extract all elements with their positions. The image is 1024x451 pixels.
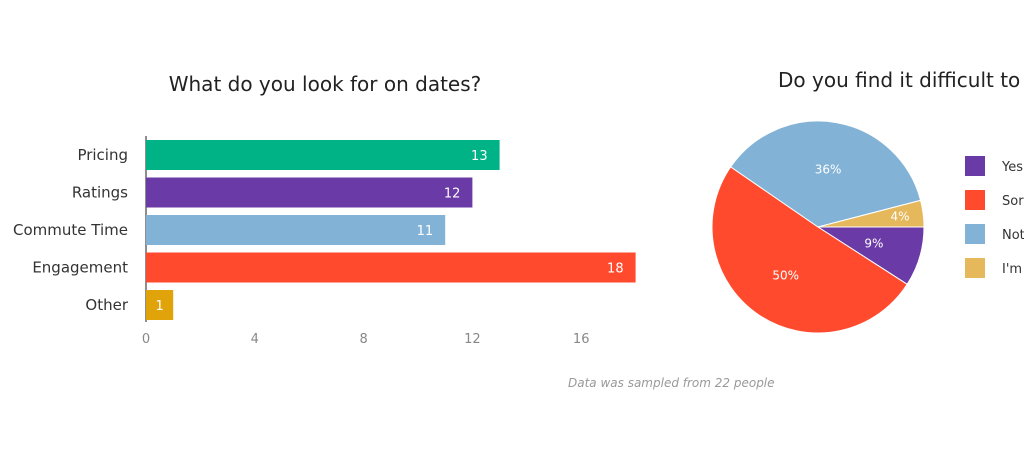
legend-label: Not — [1002, 228, 1024, 243]
bar-ratings — [146, 177, 473, 208]
category-label: Commute Time — [13, 221, 128, 239]
pie-slice-sor — [711, 166, 908, 334]
category-label: Other — [85, 296, 128, 314]
x-tick-label: 8 — [359, 332, 367, 347]
pie-slice-label: 50% — [772, 269, 799, 283]
pie-legend: Yes Sor Not I'm — [965, 156, 1024, 278]
category-label: Ratings — [72, 184, 128, 202]
legend-swatch — [965, 258, 985, 278]
bar-value-label: 18 — [607, 262, 624, 277]
pie-slice-im — [817, 199, 925, 228]
bar-value-label: 1 — [155, 299, 163, 314]
category-label: Pricing — [77, 146, 128, 164]
pie-slice-not — [729, 120, 922, 228]
bar-commute-time — [146, 215, 446, 245]
footnote: Data was sampled from 22 people — [568, 376, 775, 390]
bar-engagement — [146, 252, 636, 283]
x-tick-label: 12 — [464, 332, 481, 347]
pie-slices: 9% 50% 36% 4% — [711, 120, 925, 334]
bar-value-label: 11 — [417, 224, 434, 239]
bar-group: Pricing 13 Ratings 12 Commute Time 11 Engageme… — [13, 140, 636, 320]
legend-swatch — [965, 190, 985, 210]
pie-chart: Do you find it difficult to de 9% 50% 36% 4… — [711, 68, 1024, 334]
pie-slice-label: 9% — [864, 236, 883, 250]
pie-chart-title: Do you find it difficult to de — [778, 68, 1024, 92]
x-tick-label: 4 — [251, 332, 259, 347]
bar-chart-title: What do you look for on dates? — [169, 72, 482, 96]
pie-slice-label: 36% — [815, 163, 842, 177]
bar-value-label: 13 — [471, 149, 488, 164]
category-label: Engagement — [32, 259, 128, 277]
x-axis-ticks: 0 4 8 12 16 — [142, 332, 590, 347]
legend-label: Sor — [1002, 194, 1024, 209]
legend-label: Yes — [1001, 160, 1023, 175]
x-tick-label: 16 — [573, 332, 590, 347]
legend-label: I'm — [1002, 262, 1022, 277]
legend-swatch — [965, 156, 985, 176]
bar-value-label: 12 — [444, 187, 461, 202]
pie-slice-label: 4% — [890, 210, 909, 224]
x-tick-label: 0 — [142, 332, 150, 347]
legend-swatch — [965, 224, 985, 244]
bar-chart: What do you look for on dates? Pricing 13… — [13, 72, 636, 347]
bar-other — [146, 290, 174, 320]
bar-pricing — [146, 140, 500, 170]
